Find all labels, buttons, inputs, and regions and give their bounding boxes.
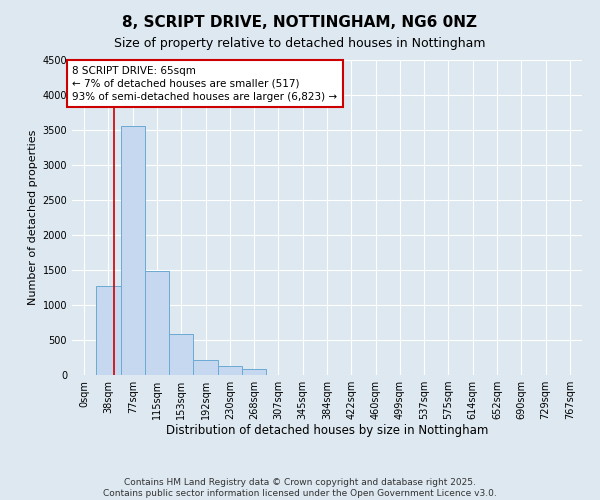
Bar bbox=[96, 286, 121, 375]
Text: Size of property relative to detached houses in Nottingham: Size of property relative to detached ho… bbox=[114, 38, 486, 51]
Bar bbox=[193, 360, 218, 375]
Text: 8 SCRIPT DRIVE: 65sqm
← 7% of detached houses are smaller (517)
93% of semi-deta: 8 SCRIPT DRIVE: 65sqm ← 7% of detached h… bbox=[73, 66, 338, 102]
Y-axis label: Number of detached properties: Number of detached properties bbox=[28, 130, 38, 305]
Bar bbox=[145, 272, 169, 375]
Bar bbox=[218, 366, 242, 375]
X-axis label: Distribution of detached houses by size in Nottingham: Distribution of detached houses by size … bbox=[166, 424, 488, 436]
Text: 8, SCRIPT DRIVE, NOTTINGHAM, NG6 0NZ: 8, SCRIPT DRIVE, NOTTINGHAM, NG6 0NZ bbox=[122, 15, 478, 30]
Bar bbox=[169, 334, 193, 375]
Bar bbox=[242, 370, 266, 375]
Bar bbox=[121, 126, 145, 375]
Text: Contains HM Land Registry data © Crown copyright and database right 2025.
Contai: Contains HM Land Registry data © Crown c… bbox=[103, 478, 497, 498]
